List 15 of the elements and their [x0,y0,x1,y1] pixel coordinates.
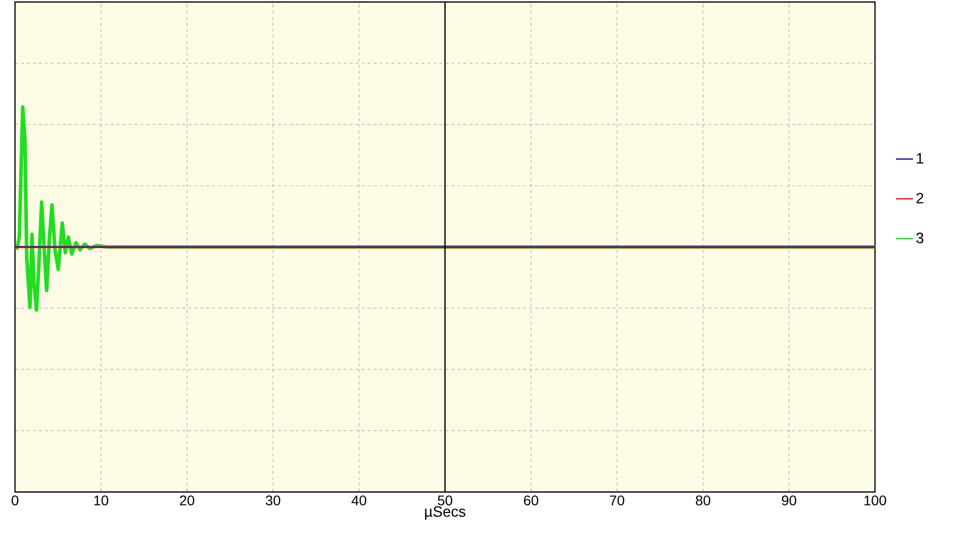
x-tick-label: 50 [438,495,452,506]
x-tick-label: 80 [696,495,710,506]
x-tick-label: 10 [94,495,108,506]
x-tick-label: 100 [864,495,886,506]
legend-label: 2 [916,192,924,204]
legend-label: 3 [916,232,924,244]
legend-label: 1 [916,153,924,164]
x-axis-title: µSecs [425,506,466,520]
x-tick-label: 60 [524,495,538,506]
x-tick-label: 30 [266,495,280,506]
x-tick-label: 70 [610,495,624,506]
x-tick-label: 0 [12,495,18,506]
x-tick-label: 90 [782,495,796,506]
x-tick-label: 40 [352,495,366,506]
x-tick-label: 20 [180,495,194,506]
